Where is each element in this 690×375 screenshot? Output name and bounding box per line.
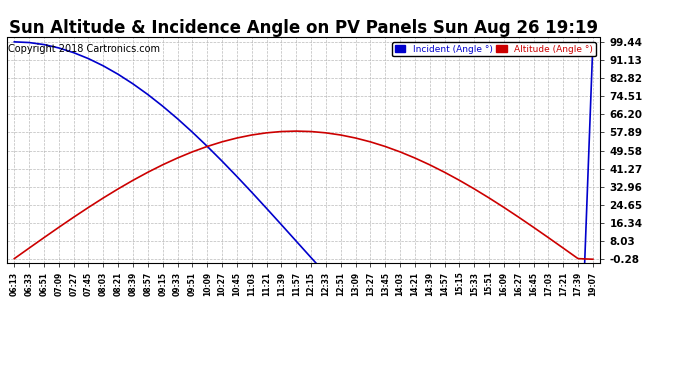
Legend: Incident (Angle °), Altitude (Angle °): Incident (Angle °), Altitude (Angle °)	[392, 42, 595, 56]
Text: Copyright 2018 Cartronics.com: Copyright 2018 Cartronics.com	[8, 44, 160, 54]
Title: Sun Altitude & Incidence Angle on PV Panels Sun Aug 26 19:19: Sun Altitude & Incidence Angle on PV Pan…	[9, 20, 598, 38]
